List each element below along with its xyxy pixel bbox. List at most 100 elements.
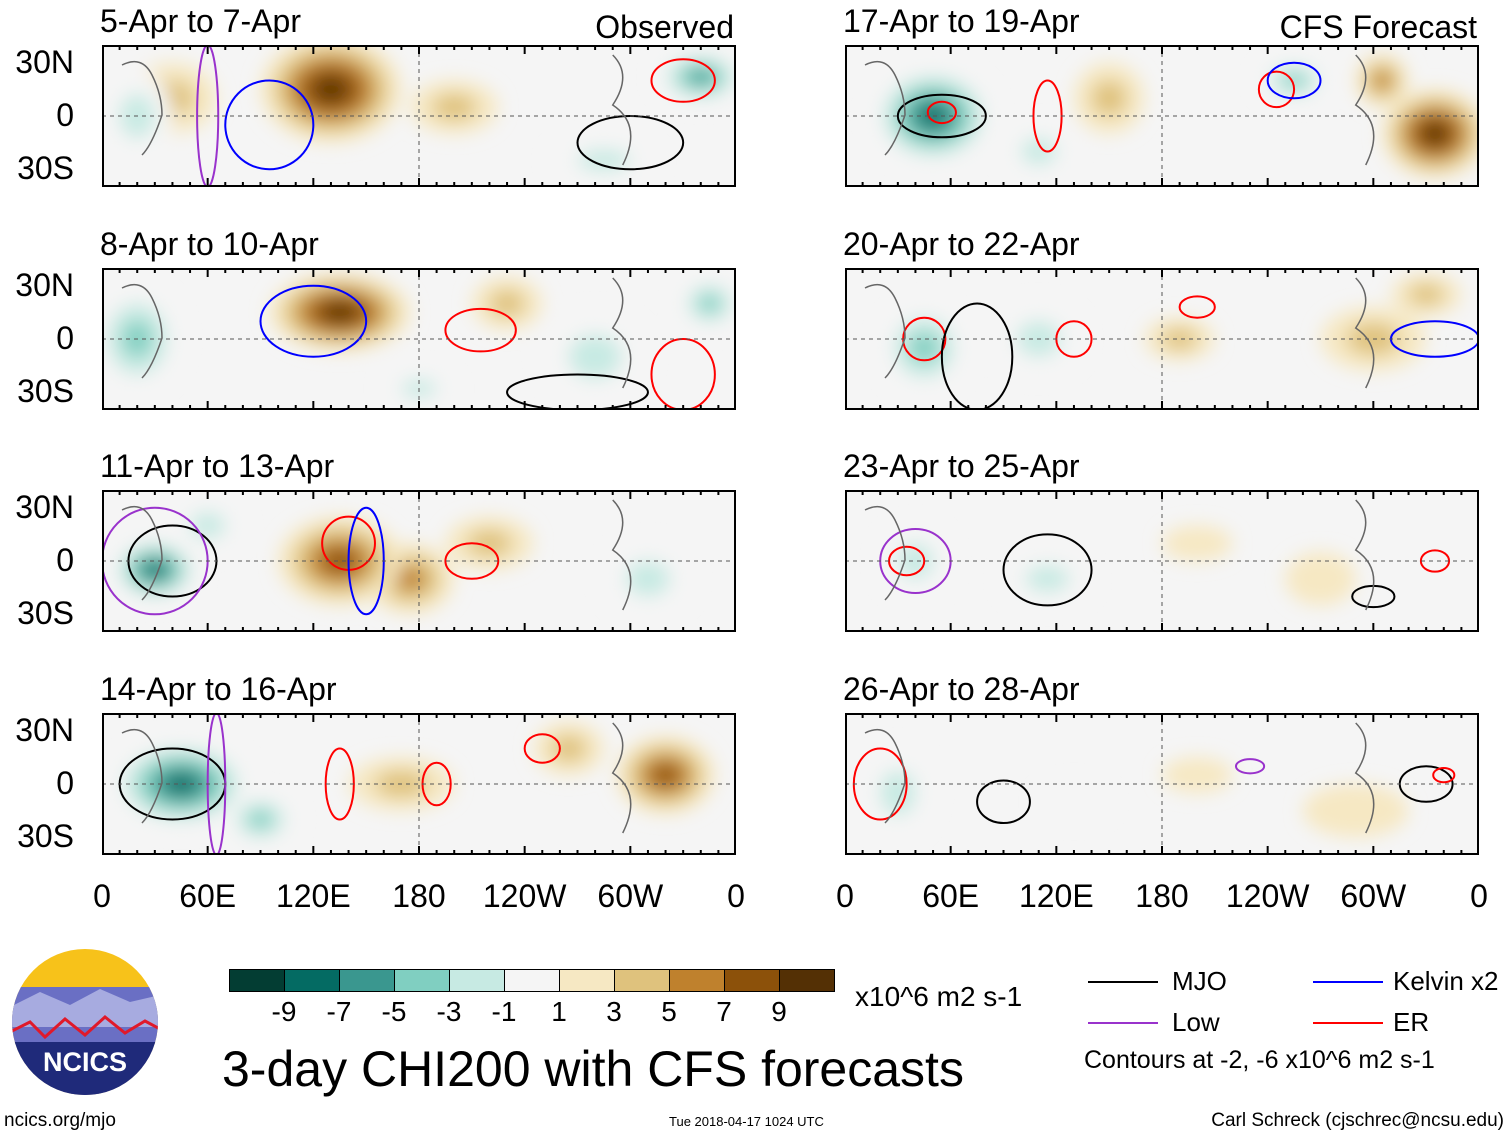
legend-line-er [1313, 1022, 1383, 1024]
coastline [864, 277, 1375, 389]
legend-line-low [1088, 1022, 1158, 1024]
observed-label: Observed [595, 9, 734, 45]
colorbar-tick: -7 [326, 996, 352, 1027]
anomaly-shading [1162, 328, 1198, 350]
panel-frame [102, 713, 736, 855]
anomaly-shading [316, 78, 346, 101]
anomaly-shading [1021, 138, 1057, 165]
coastline [121, 722, 632, 834]
panel-title: 23-Apr to 25-Apr [843, 448, 1080, 484]
contour-line [1257, 70, 1296, 109]
legend-label-mjo: MJO [1172, 966, 1227, 996]
anomaly-shading [248, 810, 273, 829]
figure-title: 3-day CHI200 with CFS forecasts [222, 1041, 964, 1097]
map-panel [845, 268, 1479, 410]
lon-label: 0 [836, 878, 854, 914]
contour-line [1002, 533, 1093, 607]
anomaly-shading [625, 561, 670, 597]
lat-label: 0 [56, 765, 74, 801]
panel-frame [845, 713, 1479, 855]
contour-line [523, 733, 561, 764]
map-panel [102, 490, 736, 632]
panel-title: 14-Apr to 16-Apr [100, 671, 337, 707]
lat-label: 30S [17, 818, 74, 855]
colorbar-tick: 3 [606, 996, 622, 1027]
panel-title: 11-Apr to 13-Apr [100, 448, 335, 484]
anomaly-shading [1373, 71, 1391, 90]
lon-label: 60W [597, 878, 664, 914]
colorbar-swatch [669, 969, 725, 992]
lat-label: 30S [17, 373, 74, 410]
colorbar-swatch [394, 969, 450, 992]
author-credit: Carl Schreck (cjschrec@ncsu.edu) [1211, 1110, 1504, 1131]
contour-line [506, 373, 649, 410]
anomaly-shading [653, 765, 678, 785]
contour-note: Contours at -2, -6 x10^6 m2 s-1 [1084, 1046, 1435, 1074]
panel-frame [845, 268, 1479, 410]
lat-label: 30N [15, 711, 74, 748]
anomaly-shading [467, 529, 512, 557]
anomaly-shading [577, 149, 631, 172]
logo-text: NCICS [43, 1047, 127, 1077]
colorbar-tick: -3 [436, 996, 462, 1027]
lon-label: 120W [482, 878, 567, 914]
contour-line [1419, 549, 1451, 573]
coastline [121, 277, 632, 389]
lat-label: 30N [15, 43, 74, 80]
forecast-label: CFS Forecast [1279, 9, 1477, 45]
contour-line [650, 58, 716, 103]
anomaly-shading [1302, 784, 1409, 838]
legend-label-er: ER [1393, 1007, 1430, 1037]
lat-label: 30S [17, 595, 74, 632]
anomaly-shading [909, 333, 939, 363]
lat-label: 30N [15, 266, 74, 303]
contour-line [259, 284, 368, 358]
colorbar-swatch [724, 969, 780, 992]
timestamp: Tue 2018-04-17 1024 UTC [669, 1114, 824, 1129]
colorbar-tick: 7 [716, 996, 732, 1027]
contour-line [196, 45, 220, 187]
lon-label: 60W [1340, 878, 1407, 914]
anomaly-shading [324, 549, 356, 573]
anomaly-shading [1408, 283, 1444, 306]
lon-label: 0 [1470, 878, 1488, 914]
anomaly-shading [568, 334, 622, 379]
colorbar-tick: -5 [381, 996, 407, 1027]
lat-label: 0 [56, 542, 74, 578]
ncics-logo: NCICS [12, 949, 158, 1095]
anomaly-shading [1162, 757, 1233, 793]
anomaly-shading [1025, 565, 1070, 593]
lon-label: 180 [1135, 878, 1189, 914]
contour-line [1178, 295, 1216, 319]
panel-title: 17-Apr to 19-Apr [843, 3, 1080, 39]
lon-label: 0 [727, 878, 745, 914]
panel-frame [102, 490, 736, 632]
contour-line [224, 79, 315, 171]
anomaly-shading [897, 543, 934, 579]
contour-line [650, 338, 716, 410]
coastline [121, 499, 632, 611]
colorbar-swatch [559, 969, 615, 992]
colorbar-swatch [504, 969, 560, 992]
lon-label: 60E [922, 878, 980, 914]
contour-line [976, 779, 1031, 825]
anomaly-shading [551, 735, 587, 762]
anomaly-shading [395, 566, 425, 591]
colorbar-tick: 9 [771, 996, 787, 1027]
legend-label-low: Low [1172, 1007, 1220, 1037]
contour-line [888, 545, 926, 577]
panel-title: 20-Apr to 22-Apr [843, 226, 1080, 262]
source-url[interactable]: ncics.org/mjo [4, 1110, 116, 1131]
anomaly-shading [1091, 80, 1127, 116]
colorbar-swatch [449, 969, 505, 992]
map-panel [845, 490, 1479, 632]
anomaly-shading [489, 290, 525, 317]
lat-label: 0 [56, 320, 74, 356]
contour-line [1234, 758, 1266, 775]
anomaly-shading [699, 294, 721, 313]
colorbar-swatch [779, 969, 835, 992]
map-panel [102, 45, 736, 187]
lon-label: 180 [392, 878, 446, 914]
lon-label: 120E [275, 878, 351, 914]
colorbar-swatch [284, 969, 340, 992]
